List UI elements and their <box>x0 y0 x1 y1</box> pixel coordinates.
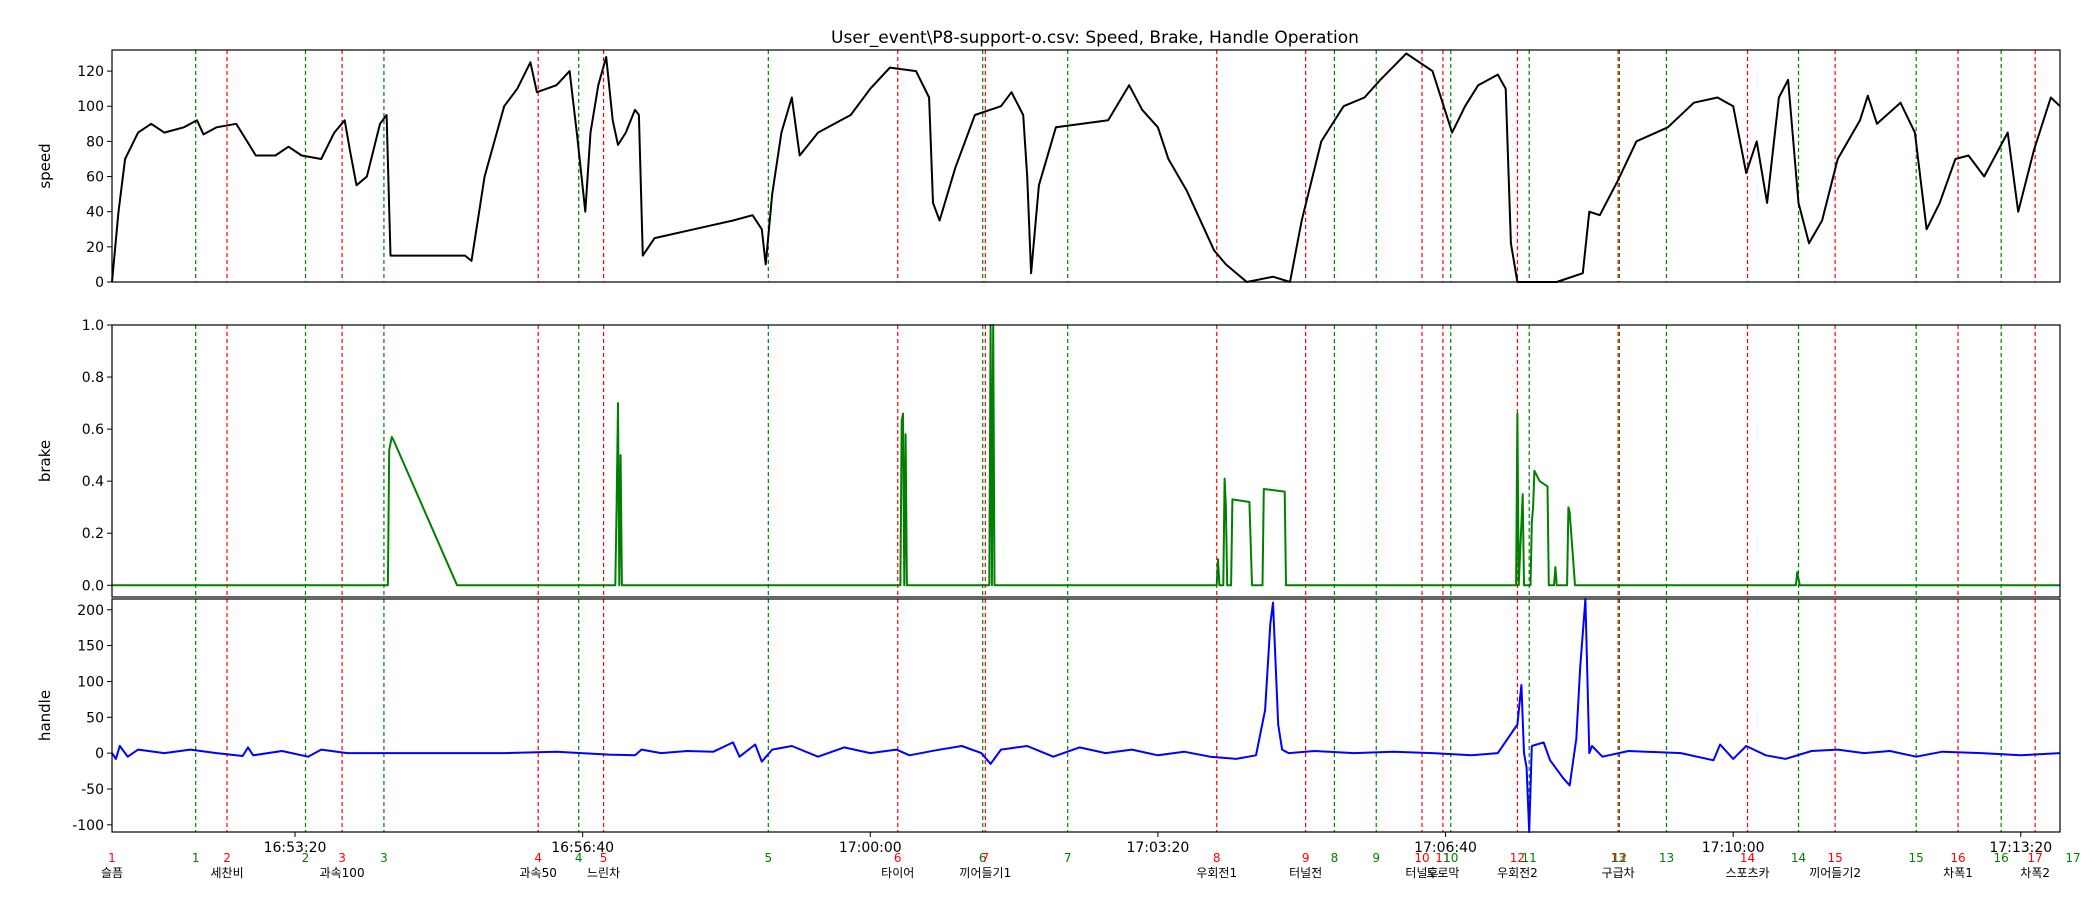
y-tick-label: 0.6 <box>82 422 104 438</box>
event-number: 15 <box>1827 851 1842 865</box>
chart-title: User_event\P8-support-o.csv: Speed, Brak… <box>831 28 1359 48</box>
handle-series-line <box>111 598 2061 833</box>
y-tick-label: -50 <box>81 782 104 798</box>
y-tick-label: 0 <box>95 275 104 291</box>
event-number: 15 <box>1909 851 1924 865</box>
event-number: 7 <box>1064 851 1072 865</box>
x-tick-label: 17:10:00 <box>1702 840 1765 856</box>
y-tick-label: 100 <box>77 674 104 690</box>
x-tick-label: 16:56:40 <box>551 840 614 856</box>
event-number: 10 <box>1443 851 1458 865</box>
event-number: 6 <box>979 851 987 865</box>
event-name: 슬픔 <box>101 866 123 880</box>
event-name: 세찬비 <box>210 865 243 880</box>
event-name: 느린차 <box>587 866 620 880</box>
event-number: 14 <box>1740 851 1755 865</box>
event-number: 11 <box>1435 851 1450 865</box>
event-name: 스포츠카 <box>1725 866 1769 880</box>
y-axis-label: brake <box>36 440 54 482</box>
x-axis-ticks: 16:53:20 16:56:40 17:00:00 17:03:20 17:06:40… <box>264 832 2052 856</box>
event-number: 10 <box>1414 851 1429 865</box>
event-number: 3 <box>338 851 346 865</box>
y-tick-label: 0.8 <box>82 370 104 386</box>
y-tick-label: 100 <box>77 99 104 115</box>
event-number: 17 <box>2065 851 2080 865</box>
panel-brake: 0.0 0.2 0.4 0.6 0.8 1.0 brake <box>36 318 2061 598</box>
y-tick-label: 50 <box>86 710 104 726</box>
y-tick-label: 1.0 <box>82 318 104 334</box>
event-number: 4 <box>534 851 542 865</box>
x-tick-label: 17:13:20 <box>1989 840 2052 856</box>
event-name: 과속100 <box>320 866 365 880</box>
axes-frame <box>111 324 2061 598</box>
event-name: 우회전2 <box>1497 866 1538 880</box>
y-tick-label: 80 <box>86 134 104 150</box>
event-number: 6 <box>894 851 902 865</box>
event-number: 2 <box>223 851 231 865</box>
event-number: 9 <box>1302 851 1310 865</box>
event-number: 12 <box>1510 851 1525 865</box>
speed-series-line <box>111 52 2061 283</box>
event-number: 8 <box>1331 851 1339 865</box>
event-number: 17 <box>2028 851 2043 865</box>
event-number: 8 <box>1213 851 1221 865</box>
axes-frame <box>111 598 2061 833</box>
y-tick-label: 40 <box>86 205 104 221</box>
y-tick-label: 150 <box>77 639 104 655</box>
event-number: 1 <box>192 851 200 865</box>
event-name: 과속50 <box>520 866 557 880</box>
event-number: 2 <box>302 851 310 865</box>
y-tick-label: 0.0 <box>82 578 104 594</box>
event-number: 9 <box>1372 851 1380 865</box>
brake-series-line <box>112 324 2060 587</box>
y-tick-label: 0 <box>95 746 104 762</box>
y-tick-label: 120 <box>77 64 104 80</box>
y-axis-label: speed <box>36 143 54 188</box>
y-tick-label: 0.4 <box>82 474 104 490</box>
event-number: 12 <box>1612 851 1627 865</box>
x-tick-label: 17:00:00 <box>839 840 902 856</box>
event-name: 우회전1 <box>1196 866 1237 880</box>
event-name: 터널전 <box>1289 866 1322 880</box>
y-tick-label: 60 <box>86 170 104 186</box>
y-tick-label: 20 <box>86 240 104 256</box>
event-number: 5 <box>600 851 608 865</box>
event-number: 13 <box>1610 851 1625 865</box>
event-name: 차폭1 <box>1943 866 1973 880</box>
axes-frame <box>111 49 2061 283</box>
panel-handle: -100 -50 0 50 100 150 200 handle <box>36 598 2061 834</box>
event-name: 타이어 <box>881 866 914 880</box>
x-tick-label: 17:03:20 <box>1126 840 1189 856</box>
event-name: 터널후 <box>1405 866 1438 880</box>
x-tick-label: 17:06:40 <box>1414 840 1477 856</box>
event-number: 3 <box>380 851 388 865</box>
y-tick-label: -100 <box>72 818 104 834</box>
x-tick-label: 16:53:20 <box>264 840 327 856</box>
y-axis-label: handle <box>36 690 54 741</box>
event-number: 4 <box>575 851 583 865</box>
panel-speed: 0 20 40 60 80 100 120 speed <box>36 49 2061 291</box>
y-tick-label: 200 <box>77 603 104 619</box>
event-name: 끼어들기1 <box>959 866 1011 880</box>
event-name: 차폭2 <box>2020 866 2050 880</box>
event-name: 구급차 <box>1602 866 1635 880</box>
event-number: 16 <box>1950 851 1965 865</box>
event-number: 13 <box>1659 851 1674 865</box>
event-number: 14 <box>1791 851 1806 865</box>
event-number: 5 <box>764 851 772 865</box>
event-number: 7 <box>982 851 990 865</box>
event-name: 도로막 <box>1426 866 1459 880</box>
event-number: 16 <box>1994 851 2009 865</box>
event-number: 1 <box>108 851 116 865</box>
event-name: 끼어들기2 <box>1809 866 1861 880</box>
event-number: 11 <box>1522 851 1537 865</box>
y-tick-label: 0.2 <box>82 526 104 542</box>
panels: 0 20 40 60 80 100 120 speed 0.0 0.2 0.4 0.6 0.8 1.0 br… <box>36 49 2061 834</box>
